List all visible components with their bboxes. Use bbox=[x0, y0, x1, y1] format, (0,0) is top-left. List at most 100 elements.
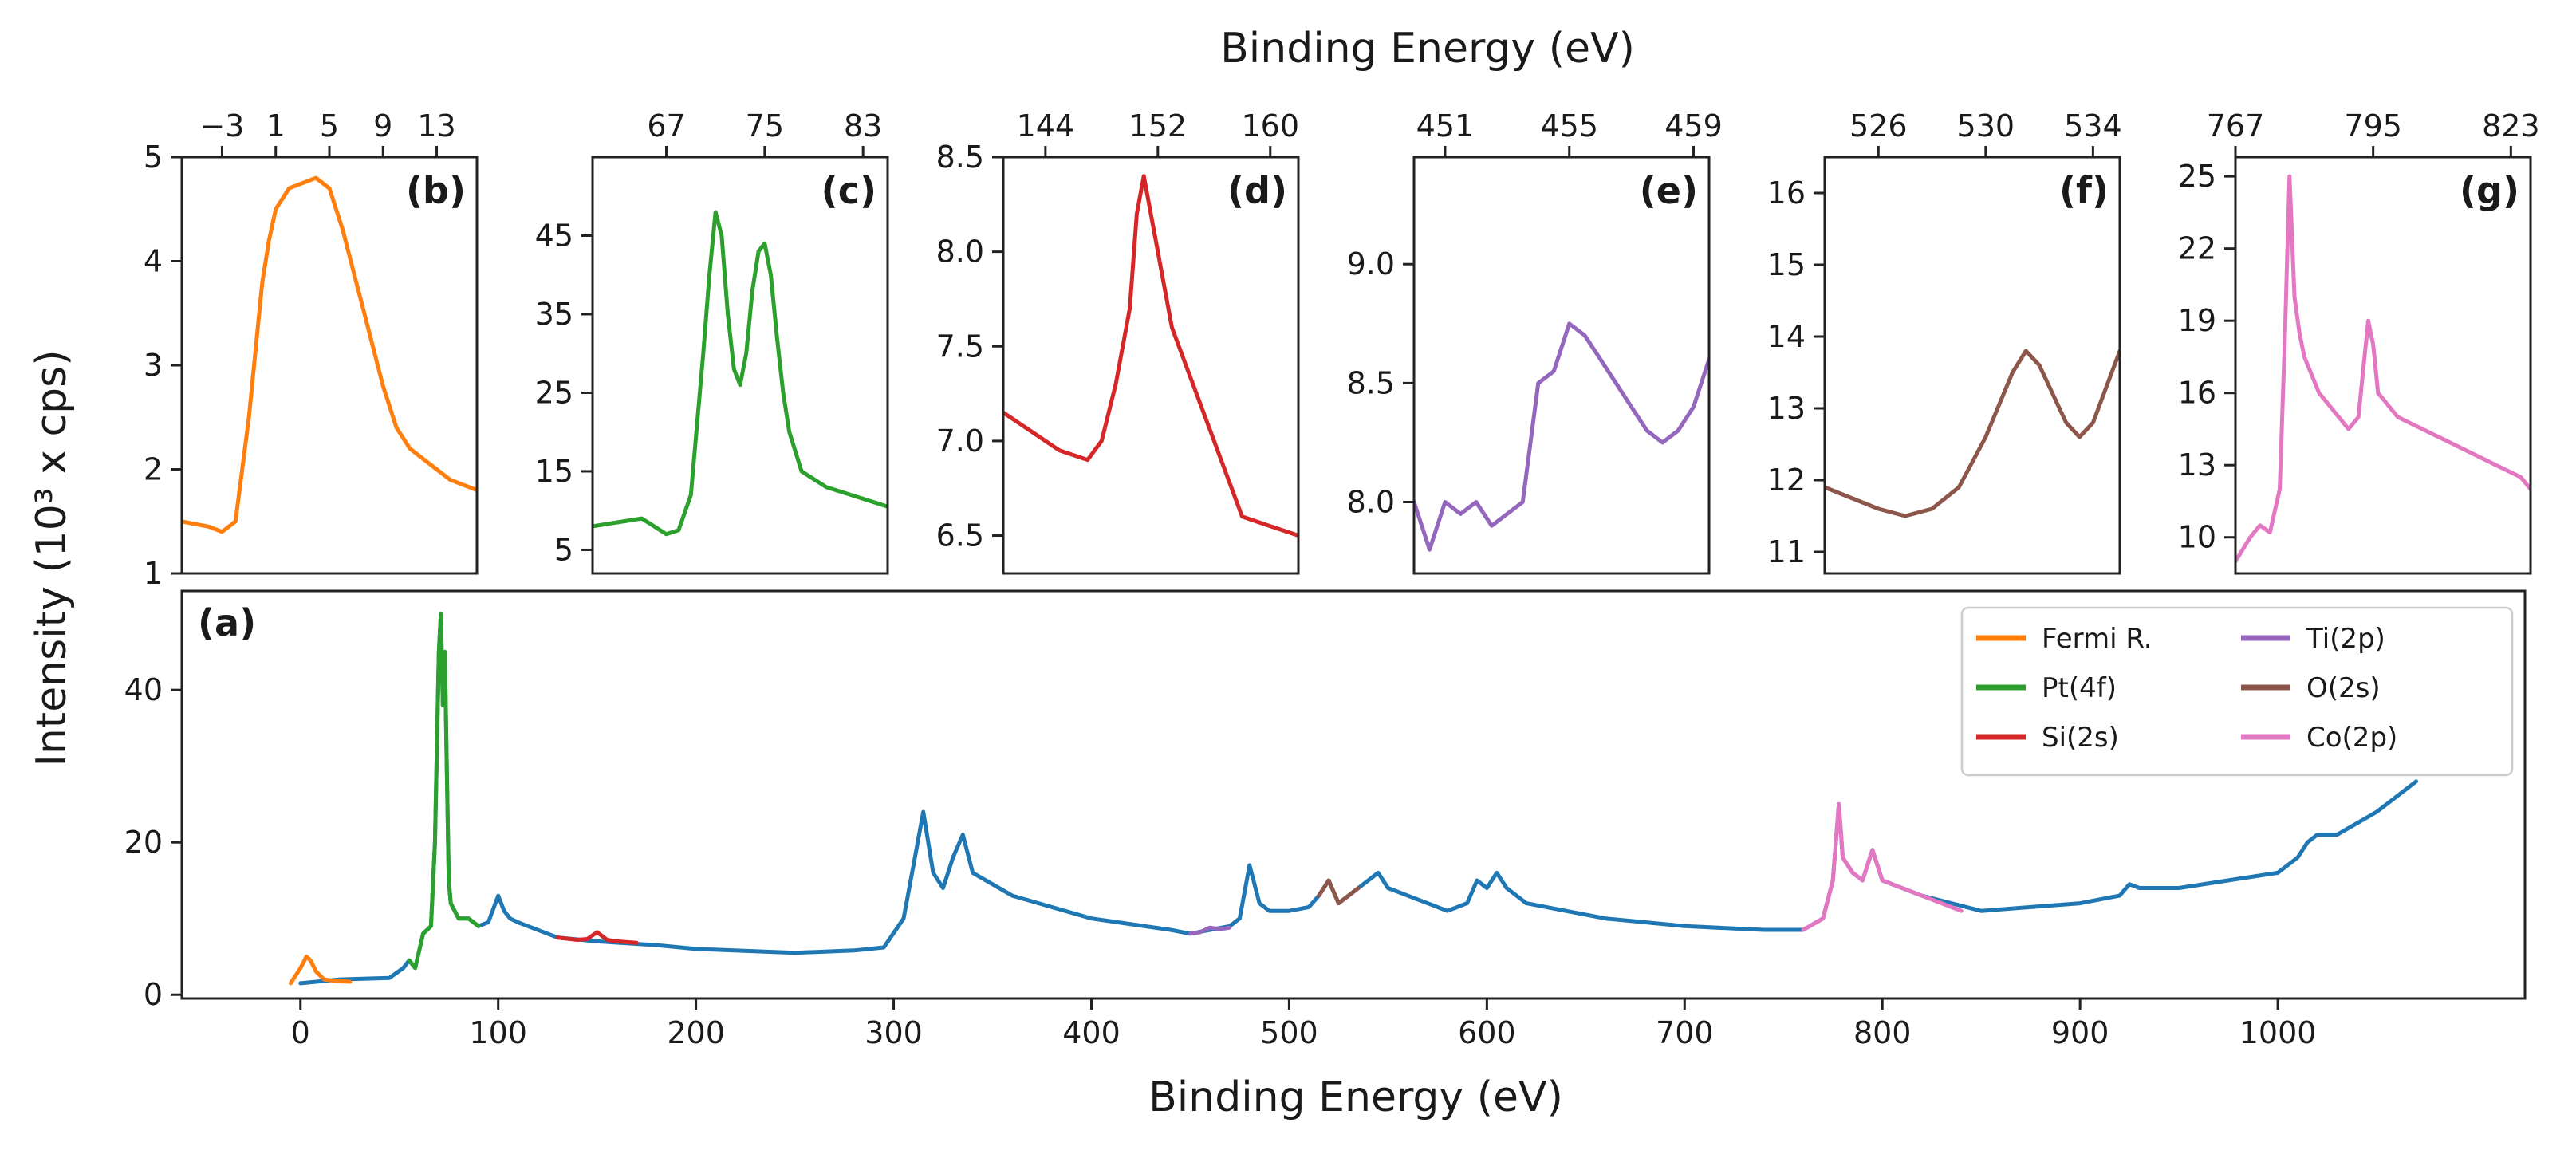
panel-c-plot-area bbox=[593, 210, 888, 537]
panel-b-plot-area bbox=[182, 175, 477, 534]
panel-a-series-co-2p-line bbox=[1801, 801, 1964, 932]
panel-d-plot-area bbox=[1003, 174, 1298, 538]
panel-d-ytick-label: 8.0 bbox=[936, 234, 984, 270]
panel-c-ytick-label: 15 bbox=[535, 454, 573, 489]
panel-e-ytick-label: 9.0 bbox=[1347, 246, 1395, 282]
legend-label-o-2s: O(2s) bbox=[2306, 672, 2381, 704]
panel-g-ytick-label: 22 bbox=[2178, 231, 2216, 266]
panel-e-label: (e) bbox=[1640, 169, 1698, 212]
panel-f-o2s: 526 530 534 11 12 13 14 15 16 (f) bbox=[1767, 108, 2122, 575]
panel-c-xtick-label: 83 bbox=[844, 108, 882, 144]
panel-b-ytick-label: 3 bbox=[144, 348, 163, 383]
panel-d-ytick-label: 7.5 bbox=[936, 329, 984, 364]
panel-g-series-co-2p-line bbox=[2235, 174, 2531, 564]
panel-g-frame bbox=[2234, 156, 2532, 575]
panel-g-xtick-label: 767 bbox=[2207, 108, 2265, 144]
panel-c-series-pt-4f-line bbox=[593, 210, 888, 537]
panel-b-label: (b) bbox=[406, 169, 466, 212]
panel-a-xtick-label: 400 bbox=[1062, 1015, 1121, 1050]
legend: Fermi R. Pt(4f) Si(2s) Ti(2p) O(2s) Co(2p) bbox=[1960, 606, 2514, 777]
panel-a-frame bbox=[180, 589, 2527, 1000]
panel-f-frame bbox=[1823, 156, 2121, 575]
panel-g-xtick-label: 823 bbox=[2482, 108, 2540, 144]
panel-d-ytick-label: 6.5 bbox=[936, 518, 984, 553]
panel-c-ytick-label: 25 bbox=[535, 375, 573, 410]
panel-a-ytick-label: 0 bbox=[144, 977, 163, 1012]
panel-a-xtick-label: 600 bbox=[1458, 1015, 1516, 1050]
panel-a-series-ti-2p-line bbox=[1188, 925, 1232, 936]
panel-b-xtick-label: 5 bbox=[320, 108, 339, 144]
panel-f-ytick-label: 11 bbox=[1767, 534, 1806, 569]
panel-e-series-ti-2p-line bbox=[1414, 321, 1709, 552]
panel-c-ytick-label: 35 bbox=[535, 297, 573, 332]
panel-a-xtick-label: 500 bbox=[1260, 1015, 1318, 1050]
panel-c-xtick-label: 67 bbox=[647, 108, 685, 144]
panel-a-xtick-label: 1000 bbox=[2239, 1015, 2317, 1050]
panel-c-ytick-label: 5 bbox=[554, 532, 573, 567]
panel-a-xtick-label: 900 bbox=[2051, 1015, 2109, 1050]
panel-g-plot-area bbox=[2235, 174, 2531, 564]
panel-f-xtick-label: 526 bbox=[1849, 108, 1908, 144]
panel-f-ytick-label: 14 bbox=[1767, 319, 1806, 354]
panel-g-ytick-label: 13 bbox=[2178, 447, 2216, 482]
panel-b-ytick-label: 5 bbox=[144, 140, 163, 175]
panel-a-series-fermi-r-line bbox=[288, 955, 353, 986]
panel-b-series-fermi-r-line bbox=[182, 175, 477, 534]
panel-g-ytick-label: 10 bbox=[2178, 520, 2216, 555]
panel-c-label: (c) bbox=[821, 169, 876, 212]
panel-a-ytick-label: 40 bbox=[124, 672, 163, 707]
panel-g-label: (g) bbox=[2460, 169, 2519, 212]
legend-box bbox=[1960, 606, 2514, 777]
legend-label-si-2s: Si(2s) bbox=[2042, 722, 2119, 754]
panel-g-ytick-label: 25 bbox=[2178, 159, 2216, 194]
panel-g-ytick-label: 16 bbox=[2178, 376, 2216, 411]
panel-e-plot-area bbox=[1414, 321, 1709, 552]
legend-label-ti-2p: Ti(2p) bbox=[2306, 623, 2385, 655]
panel-d-ytick-label: 8.5 bbox=[936, 140, 984, 175]
panel-e-frame bbox=[1412, 156, 1711, 575]
bottom-axis-title: Binding Energy (eV) bbox=[1148, 1073, 1563, 1121]
panel-a-xtick-label: 300 bbox=[865, 1015, 923, 1050]
panel-d-series-si-2s-line bbox=[1003, 174, 1298, 538]
panel-a-xtick-label: 100 bbox=[469, 1015, 527, 1050]
panel-d-label: (d) bbox=[1227, 169, 1287, 212]
panel-d-xtick-label: 152 bbox=[1129, 108, 1188, 144]
panel-b-ytick-label: 1 bbox=[144, 556, 163, 591]
panel-c-pt4f: 67 75 83 5 15 25 35 45 (c) bbox=[535, 108, 889, 575]
panel-a-ytick-label: 20 bbox=[124, 825, 163, 860]
panel-c-xtick-label: 75 bbox=[746, 108, 784, 144]
panel-e-xtick-label: 459 bbox=[1664, 108, 1723, 144]
panel-f-ytick-label: 15 bbox=[1767, 247, 1806, 282]
panel-a-xtick-label: 200 bbox=[667, 1015, 725, 1050]
panel-d-si2s: 144 152 160 6.5 7.0 7.5 8.0 8.5 (d) bbox=[936, 108, 1300, 575]
panel-a-xtick-label: 0 bbox=[291, 1015, 310, 1050]
panel-f-ytick-label: 12 bbox=[1767, 463, 1806, 498]
panel-a-survey: 0 100 200 300 400 500 600 700 800 900 1000 0 20 40 (a) bbox=[124, 589, 2527, 1050]
panel-e-ti2p: 451 455 459 8.0 8.5 9.0 (e) bbox=[1347, 108, 1723, 575]
panel-f-label: (f) bbox=[2059, 169, 2109, 212]
panel-f-xtick-label: 534 bbox=[2064, 108, 2122, 144]
panel-f-xtick-label: 530 bbox=[1957, 108, 2015, 144]
panel-f-ytick-label: 16 bbox=[1767, 175, 1806, 211]
panel-e-ytick-label: 8.5 bbox=[1347, 365, 1395, 400]
panel-d-ytick-label: 7.0 bbox=[936, 423, 984, 459]
panel-g-xtick-label: 795 bbox=[2344, 108, 2402, 144]
panel-g-co2p: 767 795 823 10 13 16 19 22 25 (g) bbox=[2178, 108, 2540, 575]
panel-b-xtick-label: 1 bbox=[266, 108, 286, 144]
panel-f-series-o-2s-line bbox=[1825, 349, 2120, 518]
panel-c-ytick-label: 45 bbox=[535, 218, 573, 253]
legend-label-pt-4f: Pt(4f) bbox=[2042, 672, 2117, 704]
panel-e-xtick-label: 451 bbox=[1416, 108, 1475, 144]
panel-a-series-pt-4f-line bbox=[407, 612, 481, 971]
panel-e-ytick-label: 8.0 bbox=[1347, 485, 1395, 520]
panel-a-series-o-2s-line bbox=[1317, 878, 1361, 906]
panel-g-ytick-label: 19 bbox=[2178, 303, 2216, 338]
panel-b-xtick-label: 9 bbox=[373, 108, 392, 144]
panel-b-xtick-label: 13 bbox=[417, 108, 455, 144]
panel-b-ytick-label: 2 bbox=[144, 452, 163, 487]
y-axis-title: Intensity (10³ x cps) bbox=[28, 350, 76, 767]
panel-d-xtick-label: 144 bbox=[1017, 108, 1075, 144]
